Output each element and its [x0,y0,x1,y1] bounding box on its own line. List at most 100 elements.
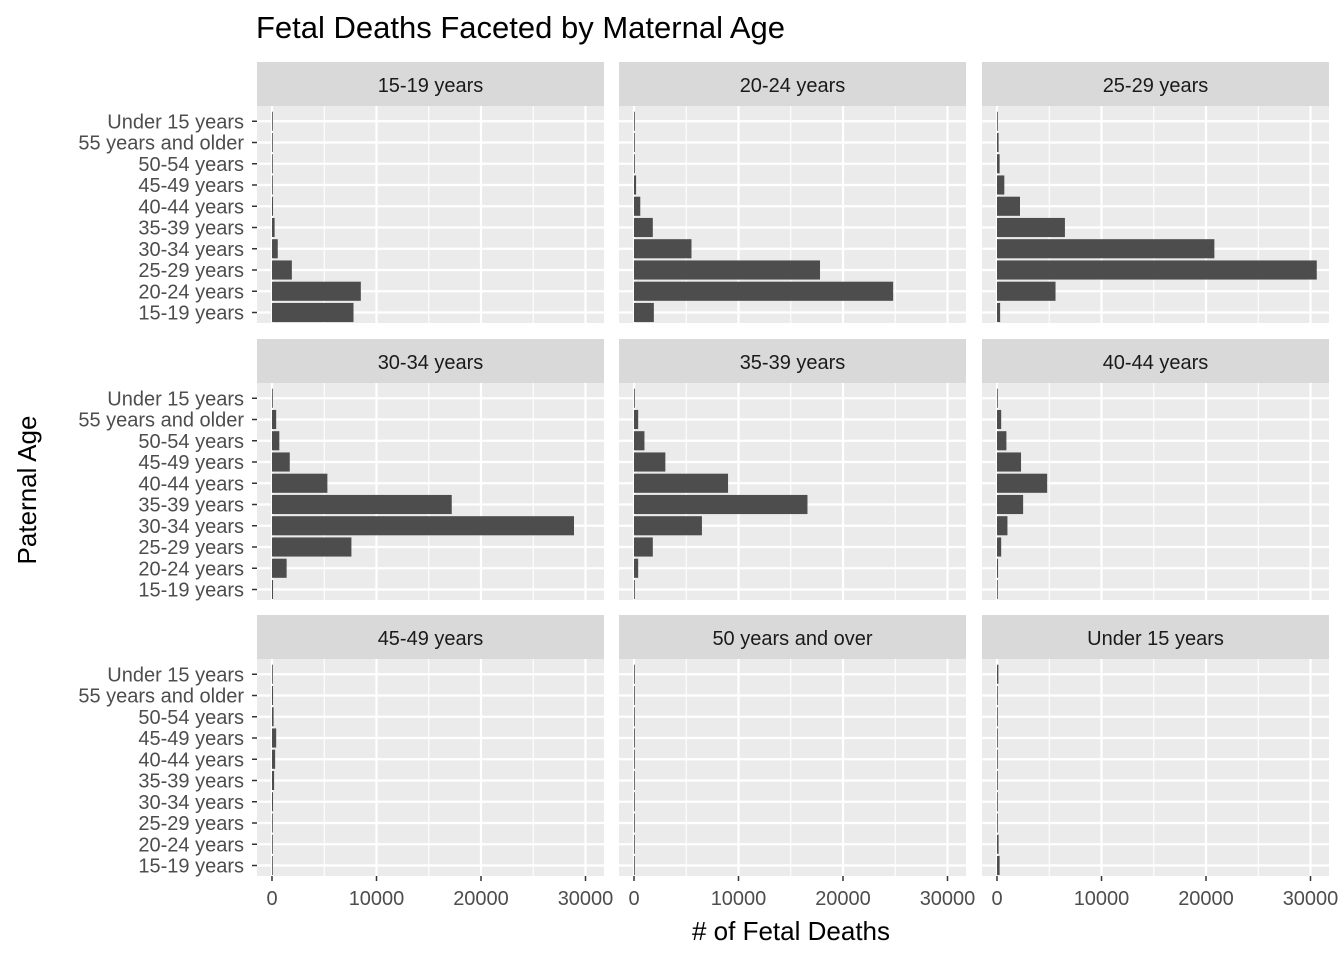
bar [272,792,274,812]
facet-strip-label: 45-49 years [378,628,484,650]
bar [272,664,273,684]
bar [997,664,999,684]
bar [997,855,1000,876]
bar [272,260,292,280]
y-tick-label: 50-54 years [138,431,244,453]
bar [634,834,635,854]
y-tick-label: 15-19 years [138,303,244,325]
facet-panel-2: 20-24 years [619,62,966,323]
y-tick-label: 35-39 years [138,771,244,793]
facet-strip-label: 40-44 years [1103,352,1209,374]
bar [997,473,1048,493]
y-tick-label: 50-54 years [138,154,244,176]
bar [997,728,998,748]
bar [634,196,641,216]
bar [997,409,1002,430]
facet-panel-8: 50 years and over 0 10000 20000 30000 [619,615,975,910]
bar [997,431,1007,451]
bar [997,749,998,769]
y-tick-label: 25-29 years [138,260,244,282]
bar [997,494,1024,515]
bar [997,537,1002,557]
bar [634,388,635,408]
facet-strip [257,615,604,659]
bar [997,217,1065,238]
bar [272,579,274,600]
bar [272,281,361,301]
bar [272,834,273,854]
x-tick-label: 30000 [920,888,976,910]
bar [272,217,275,238]
facet-panel-3: 25-29 years [982,62,1329,323]
facet-strip [982,615,1329,659]
bar [997,834,999,854]
y-tick-label: Under 15 years [107,111,244,133]
bar [634,302,654,323]
bar [272,431,280,451]
bar [634,239,692,259]
y-tick-label: Under 15 years [107,388,244,410]
bar [997,175,1005,195]
x-tick-label: 10000 [349,888,405,910]
bar [997,452,1022,472]
facet-strip-label: 25-29 years [1103,75,1209,97]
y-tick-label: 30-34 years [138,792,244,814]
bar [634,409,639,430]
bar [997,239,1215,259]
bar [634,770,635,791]
facet-strip [982,339,1329,383]
y-tick-label: 40-44 years [138,196,244,218]
bar [272,196,274,216]
x-tick-label: 20000 [453,888,509,910]
bar [634,111,635,131]
bar [634,685,635,706]
bar [272,473,328,493]
bar [634,494,808,515]
bar [634,154,635,174]
bar [634,431,645,451]
bar [272,558,287,578]
y-tick-label: 50-54 years [138,707,244,729]
y-tick-label: 45-49 years [138,728,244,750]
y-tick-label: 20-24 years [138,834,244,856]
facet-panel-9: Under 15 years 0 10000 20000 30000 [982,615,1338,910]
y-tick-label: 35-39 years [138,495,244,517]
bar [634,707,635,727]
y-tick-label: 40-44 years [138,749,244,771]
facet-strip [619,615,966,659]
bar [272,132,273,153]
x-tick-label: 20000 [815,888,871,910]
bar [272,239,278,259]
bar [634,664,635,684]
x-tick-label: 30000 [1283,888,1339,910]
facet-strip-label: 20-24 years [740,75,846,97]
bar [272,749,276,769]
bar [272,537,352,557]
bar [634,175,637,195]
bar [634,132,635,153]
y-tick-label: 15-19 years [138,856,244,878]
bar [997,281,1056,301]
bar [634,813,635,833]
facet-panel-5: 35-39 years [619,339,966,600]
x-tick-label: 30000 [558,888,614,910]
facet-strip-label: 30-34 years [378,352,484,374]
facet-strip-label: 15-19 years [378,75,484,97]
chart-title: Fetal Deaths Faceted by Maternal Age [256,10,785,45]
bar [272,388,273,408]
bar [634,728,635,748]
facet-strip [982,62,1329,106]
bar [272,728,277,748]
x-tick-label: 0 [991,888,1002,910]
bar [997,770,998,791]
y-tick-label: 40-44 years [138,473,244,495]
bar [997,260,1317,280]
bar [634,558,639,578]
bar [634,281,894,301]
bar [272,409,277,430]
bar [997,111,998,131]
y-tick-label: Under 15 years [107,664,244,686]
